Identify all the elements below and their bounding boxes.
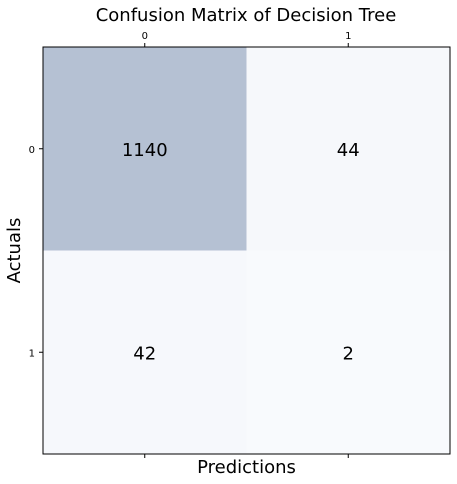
cell-value-label-0-1: 44	[337, 140, 360, 161]
y-tick-label-1: 1	[29, 348, 35, 359]
cell-value-label-1-1: 2	[343, 343, 354, 364]
y-tick-label-0: 0	[29, 145, 35, 156]
axis-ticks: 0 1 0 1	[29, 31, 351, 458]
y-axis-label: Actuals	[4, 218, 25, 284]
plot-frame	[42, 46, 451, 455]
heatmap-cell-0-1	[246, 47, 450, 251]
x-axis-label: Predictions	[197, 457, 296, 478]
chart-title: Confusion Matrix of Decision Tree	[96, 5, 397, 26]
cell-annotations: 1140 44 42 2	[122, 140, 360, 365]
heatmap-cell-0-0	[43, 47, 247, 251]
x-tick-label-1: 1	[345, 31, 351, 42]
cell-value-label-1-0: 42	[133, 343, 156, 364]
x-tick-label-0: 0	[142, 31, 148, 42]
cell-value-label-0-0: 1140	[122, 140, 168, 161]
heatmap-cell-1-0	[43, 250, 247, 454]
heatmap-cells	[43, 47, 450, 454]
heatmap-cell-1-1	[246, 250, 450, 454]
